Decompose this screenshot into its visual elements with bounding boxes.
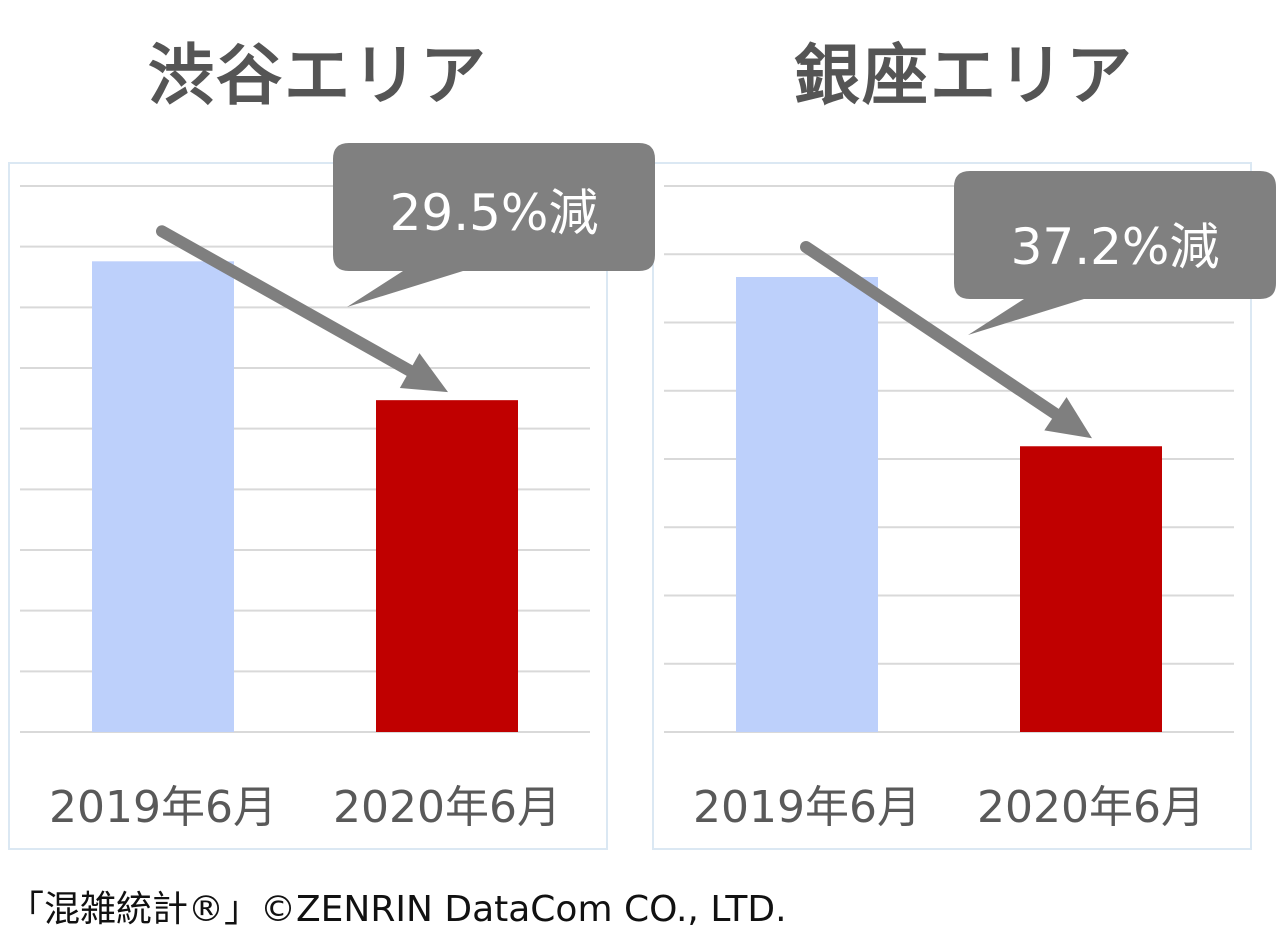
chart-title-shibuya: 渋谷エリア xyxy=(148,37,488,114)
bar-1 xyxy=(92,261,234,732)
chart-panel-shibuya: 2019年6月 2020年6月 xyxy=(8,162,608,850)
chart-title-ginza: 銀座エリア xyxy=(794,37,1134,114)
bar-2 xyxy=(376,400,518,732)
decline-arrow xyxy=(800,241,1092,439)
arrow-head xyxy=(399,353,448,393)
callout-ginza: 37.2%減 xyxy=(954,171,1276,341)
x-tick-label: 2020年6月 xyxy=(333,782,561,833)
callout-bubble-shape xyxy=(954,171,1276,335)
arrow-head xyxy=(1044,397,1092,439)
callout-label-ginza: 37.2%減 xyxy=(1010,218,1220,276)
arrow-shaft xyxy=(156,225,416,377)
callout-bubble-shape xyxy=(333,143,655,307)
bar-2 xyxy=(1020,446,1162,732)
chart-plot-shibuya: 2019年6月 2020年6月 xyxy=(20,185,590,833)
bar-1 xyxy=(736,277,878,732)
chart-plot-ginza: 2019年6月 2020年6月 xyxy=(664,185,1234,833)
arrow-shaft xyxy=(800,241,1062,420)
x-tick-label: 2019年6月 xyxy=(693,782,921,833)
source-credit: 「混雑統計®」©ZENRIN DataCom CO., LTD. xyxy=(8,889,787,930)
decline-arrow xyxy=(156,225,448,393)
callout-label-shibuya: 29.5%減 xyxy=(389,184,599,242)
x-tick-label: 2019年6月 xyxy=(49,782,277,833)
callout-shibuya: 29.5%減 xyxy=(333,143,655,313)
x-tick-label: 2020年6月 xyxy=(977,782,1205,833)
